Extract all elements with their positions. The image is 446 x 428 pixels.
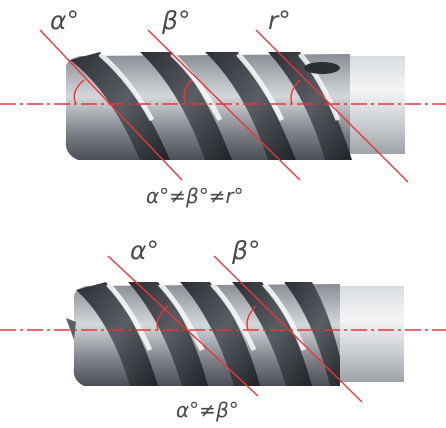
bottom-flutes	[76, 282, 340, 386]
top-gamma-angle-arc	[290, 79, 301, 105]
bottom-relation-label: α°≠β°	[176, 398, 239, 422]
bottom-beta-helix-line	[213, 255, 363, 403]
bottom-beta-label: β°	[232, 236, 261, 265]
top-relation-label: α°≠β°≠r°	[146, 184, 244, 208]
top-alpha-angle-arc	[73, 79, 85, 105]
bottom-shank	[334, 286, 404, 382]
top-beta-helix-line	[147, 29, 301, 181]
top-end-mill	[65, 52, 405, 160]
bottom-alpha-label: α°	[130, 236, 159, 265]
bottom-alpha-helix-line	[107, 255, 259, 397]
bottom-end-mill	[66, 282, 404, 386]
top-shank	[345, 56, 405, 154]
top-alpha-helix-line	[39, 29, 183, 181]
guide-lines	[0, 29, 446, 403]
top-beta-angle-arc	[183, 79, 193, 105]
bottom-tip	[66, 318, 76, 340]
bottom-alpha-angle-arc	[156, 305, 169, 331]
bottom-beta-angle-arc	[246, 305, 257, 331]
top-gamma-helix-line	[255, 29, 409, 183]
top-flutes	[70, 52, 352, 160]
top-beta-label: β°	[162, 6, 191, 35]
top-flute-exit	[304, 62, 340, 74]
top-gamma-label: r°	[268, 6, 291, 35]
top-alpha-label: α°	[50, 6, 79, 35]
